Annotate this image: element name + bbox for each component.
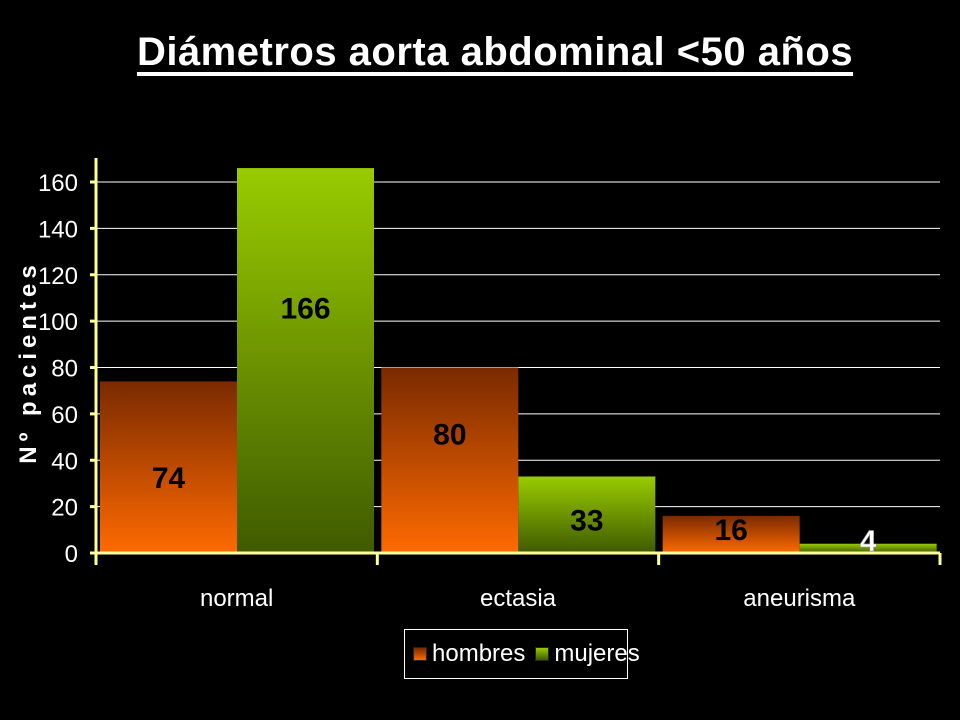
- y-tick-label: 160: [38, 170, 78, 197]
- y-tick-label: 80: [51, 356, 78, 383]
- y-tick-label: 20: [51, 495, 78, 522]
- data-label-mujeres-ectasia: 33: [570, 505, 603, 538]
- data-label-hombres-normal: 74: [152, 462, 186, 495]
- y-tick-label: 60: [51, 402, 78, 429]
- y-axis-label: Nº pacientes: [15, 260, 42, 463]
- x-category-label-aneurisma: aneurisma: [743, 585, 856, 612]
- legend-swatch-hombres: [413, 647, 427, 661]
- data-label-mujeres-normal: 166: [280, 293, 330, 326]
- data-label-mujeres-aneurisma: 4: [860, 525, 877, 558]
- x-category-label-ectasia: ectasia: [480, 585, 557, 612]
- y-tick-label: 120: [38, 263, 78, 290]
- legend-label-hombres: hombres: [432, 640, 526, 667]
- chart-title: Diámetros aorta abdominal <50 años: [136, 30, 854, 74]
- tick-labels: 0 20 40 60 80 100 120 140 160 normal ectasia aneuri…: [38, 170, 856, 612]
- legend-item-mujeres: mujeres: [535, 640, 640, 668]
- legend-label-mujeres: mujeres: [554, 640, 640, 667]
- bars: [100, 168, 937, 553]
- data-labels: 74 166 80 33 16 4: [152, 293, 877, 559]
- data-label-hombres-ectasia: 80: [433, 418, 466, 451]
- bar-mujeres-aneurisma: [799, 543, 937, 553]
- axes: [90, 158, 942, 565]
- legend-swatch-mujeres: [535, 647, 550, 661]
- legend-item-hombres: hombres: [413, 640, 525, 668]
- bar-mujeres-ectasia: [518, 476, 656, 553]
- x-category-label-normal: normal: [200, 585, 273, 612]
- y-tick-label: 40: [51, 448, 78, 475]
- bar-hombres-normal: [100, 381, 237, 553]
- bar-mujeres-normal: [237, 168, 374, 553]
- legend: hombres mujeres: [404, 629, 640, 679]
- data-label-hombres-aneurisma: 16: [714, 514, 747, 547]
- bar-hombres-ectasia: [381, 367, 519, 553]
- y-tick-label: 100: [38, 309, 78, 336]
- y-tick-label: 0: [65, 541, 78, 568]
- y-tick-label: 140: [38, 216, 78, 243]
- bar-hombres-aneurisma: [662, 515, 800, 553]
